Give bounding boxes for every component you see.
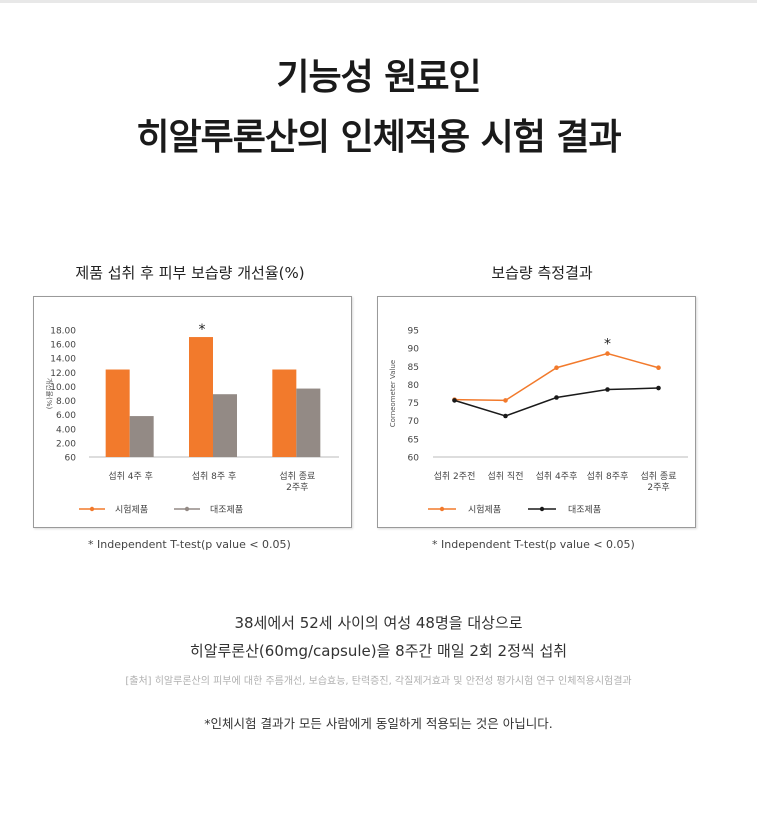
data-point-test	[656, 365, 661, 371]
data-point-control	[605, 387, 610, 392]
bar-control	[129, 416, 154, 457]
y-tick-label: 60	[408, 454, 420, 464]
significance-marker: *	[199, 322, 206, 338]
y-tick-label: 16.00	[50, 341, 76, 351]
x-tick-label: 섭취 직전	[488, 471, 524, 482]
legend-marker	[184, 506, 190, 512]
line-chart-box: 95 90 85 80 75 70 65 60 Corneometer Value 섭취 2주전 섭…	[377, 296, 696, 528]
significance-marker: *	[604, 337, 611, 353]
legend-marker	[89, 506, 95, 512]
data-point-test	[503, 398, 508, 403]
disclaimer-text: *인체시험 결과가 모든 사람에게 동일하게 적용되는 것은 아닙니다.	[204, 716, 553, 731]
bar-chart-title: 제품 섭취 후 피부 보습량 개선율(%)	[75, 264, 305, 282]
x-tick-label: 섭취 8주후	[587, 471, 629, 482]
y-axis-label: Corneometer Value	[389, 360, 397, 427]
x-tick-label: 섭취 4주 후	[108, 471, 153, 482]
bar-control	[213, 394, 237, 457]
data-point-test	[605, 351, 610, 356]
bar-test	[105, 369, 130, 457]
line-chart-title: 보습량 측정결과	[491, 264, 593, 282]
data-point-test	[554, 365, 559, 371]
study-subjects-text: 38세에서 52세 사이의 여성 48명을 대상으로	[234, 614, 523, 632]
line-chart: 95 90 85 80 75 70 65 60 Corneometer Value 섭취 2주전 섭…	[389, 327, 688, 516]
y-tick-label: 8.00	[56, 397, 76, 407]
data-point-control	[503, 413, 508, 419]
y-tick-label: 2.00	[56, 439, 76, 449]
legend-marker	[539, 506, 545, 512]
legend-label: 시험제품	[468, 505, 501, 516]
y-tick-label: 6.00	[56, 411, 76, 421]
bar-chart: 18.00 16.00 14.00 12.00 10.00 8.00 6.00 4.00 2.0…	[45, 322, 339, 516]
bar-control	[296, 388, 321, 457]
bar-test	[272, 369, 297, 457]
study-dosage-text: 히알루론산(60mg/capsule)을 8주간 매일 2회 2정씩 섭취	[189, 642, 568, 660]
top-divider	[0, 0, 757, 3]
series-line-test	[454, 352, 659, 402]
x-tick-label: 섭취 종료	[641, 471, 677, 482]
y-tick-label: 12.00	[50, 369, 76, 379]
source-citation: [출처] 히알루론산의 피부에 대한 주름개선, 보습효능, 탄력증진, 각질제…	[125, 676, 632, 687]
page-title-line1: 기능성 원료인	[276, 57, 481, 98]
y-tick-label: 85	[408, 363, 419, 373]
y-tick-label: 90	[408, 345, 420, 355]
y-tick-label: 4.00	[56, 425, 76, 435]
legend-label: 시험제품	[115, 505, 148, 516]
page-title-line2: 히알루론산의 인체적용 시험 결과	[136, 117, 621, 158]
line-chart-footnote: * Independent T-test(p value < 0.05)	[432, 538, 635, 551]
legend-label: 대조제품	[568, 505, 601, 516]
data-point-control	[452, 398, 457, 403]
y-tick-label: 60	[65, 454, 77, 464]
y-tick-label: 75	[408, 399, 419, 409]
y-tick-label: 10.00	[50, 383, 76, 393]
series-line-control	[454, 387, 659, 417]
x-tick-label: 섭취 4주후	[536, 471, 578, 482]
x-tick-label: 섭취 8주 후	[192, 471, 237, 482]
x-tick-label: 섭취 종료	[279, 471, 315, 482]
y-tick-label: 80	[408, 381, 420, 391]
y-tick-label: 18.00	[50, 327, 76, 337]
x-tick-label: 2주후	[286, 482, 308, 493]
y-tick-label: 95	[408, 327, 419, 337]
y-tick-label: 14.00	[50, 355, 76, 365]
data-point-control	[554, 395, 559, 400]
legend-label: 대조제품	[210, 505, 243, 516]
bar-test	[189, 337, 213, 457]
bar-chart-footnote: * Independent T-test(p value < 0.05)	[88, 538, 291, 551]
y-tick-label: 70	[408, 417, 420, 427]
bar-chart-box: 18.00 16.00 14.00 12.00 10.00 8.00 6.00 4.00 2.0…	[33, 296, 352, 528]
x-tick-label: 섭취 2주전	[434, 471, 476, 482]
data-point-control	[656, 385, 661, 391]
y-axis-label: 개선율(%)	[45, 378, 54, 410]
x-tick-label: 2주후	[647, 482, 669, 493]
legend-marker	[439, 506, 445, 512]
y-tick-label: 65	[408, 435, 419, 445]
